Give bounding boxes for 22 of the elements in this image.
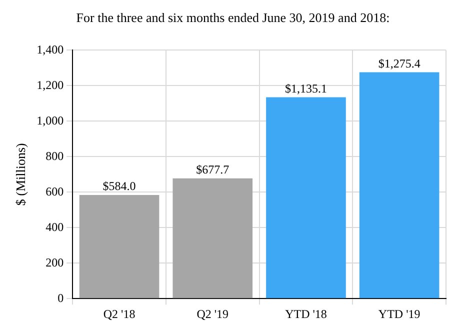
- data-label: $1,135.1: [284, 81, 327, 96]
- x-tick-label: Q2 '19: [196, 306, 229, 321]
- data-label: $677.7: [196, 162, 230, 177]
- y-tick-label: 1,000: [36, 113, 64, 128]
- bar: [359, 72, 440, 298]
- y-tick-label: 800: [46, 148, 64, 163]
- x-tick-label: YTD '19: [378, 306, 420, 321]
- y-tick-label: 200: [46, 255, 64, 270]
- chart-title: For the three and six months ended June 30, 2019 and 2018:: [75, 10, 391, 26]
- y-tick-label: 0: [58, 290, 64, 305]
- data-label: $1,275.4: [378, 56, 420, 70]
- y-tick-label: 600: [46, 184, 64, 198]
- y-tick-label: 400: [46, 220, 64, 234]
- data-label: $584.0: [102, 179, 136, 194]
- x-tick-label: Q2 '18: [103, 306, 136, 321]
- bar: [79, 194, 160, 298]
- bar: [172, 178, 253, 298]
- y-axis-title: $ (Millions): [13, 143, 28, 206]
- y-tick-label: 1,400: [36, 42, 64, 56]
- bar: [266, 97, 346, 298]
- x-tick-label: YTD '18: [285, 306, 327, 321]
- y-tick-label: 1,200: [36, 78, 64, 92]
